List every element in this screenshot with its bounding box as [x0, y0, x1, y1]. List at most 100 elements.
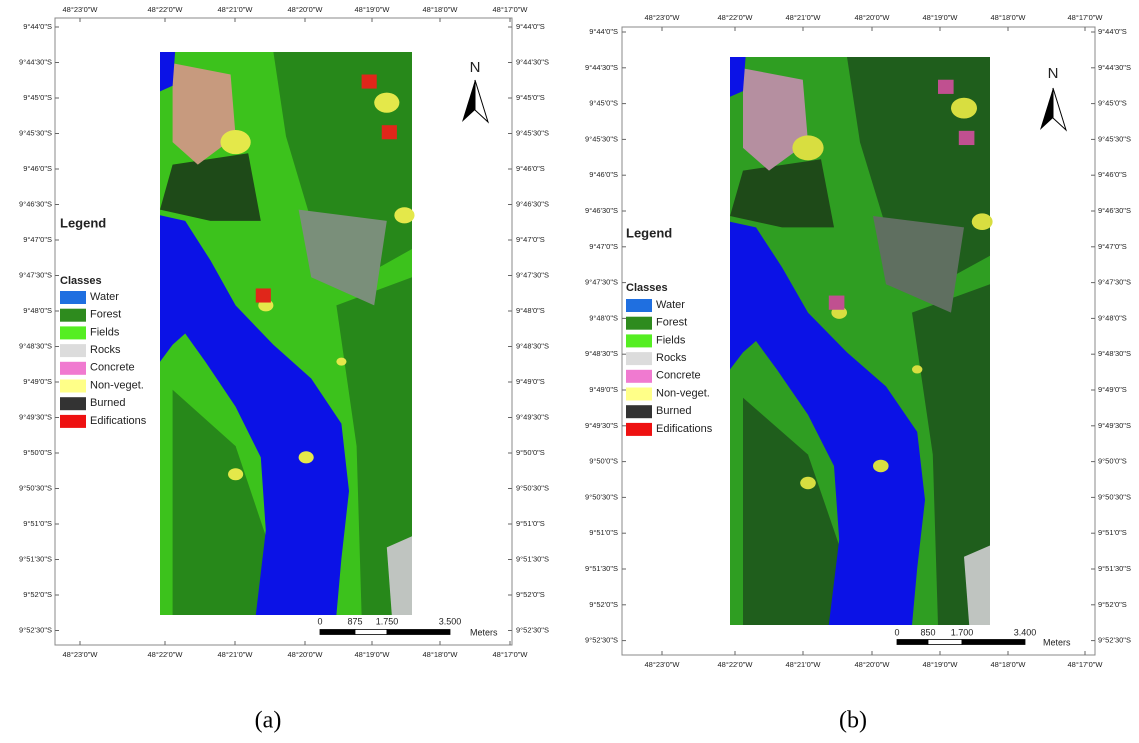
latitude-label: 9°44'30"S: [19, 57, 52, 66]
latitude-label: 9°45'30"S: [585, 134, 618, 143]
bare-soil: [873, 459, 889, 473]
latitude-label: 9°47'30"S: [19, 270, 52, 279]
legend-swatch: [60, 379, 86, 393]
latitude-label: 9°50'0"S: [23, 448, 52, 457]
latitude-label: 9°46'0"S: [589, 170, 618, 179]
latitude-label: 9°50'0"S: [516, 448, 545, 457]
latitude-label: 9°47'0"S: [589, 242, 618, 251]
longitude-label: 48°19'0"W: [354, 650, 390, 659]
map-panel: 48°23'0"W 48°23'0"W 48°22'0"W 48°22'0"W 48°2…: [585, 13, 1131, 734]
lake: [160, 215, 349, 616]
built-area: [938, 79, 954, 94]
latitude-label: 9°52'30"S: [19, 625, 52, 634]
forest-patch: [160, 153, 261, 221]
latitude-label: 9°52'30"S: [1098, 636, 1131, 645]
latitude-label: 9°46'0"S: [1098, 170, 1127, 179]
latitude-label: 9°51'0"S: [589, 528, 618, 537]
built-area: [381, 125, 397, 140]
legend-swatch: [626, 334, 652, 348]
longitude-label: 48°22'0"W: [147, 5, 183, 14]
bare-soil: [228, 468, 244, 481]
bare-soil: [792, 135, 824, 161]
longitude-label: 48°21'0"W: [217, 5, 253, 14]
scale-label: 1.750: [376, 616, 399, 626]
latitude-label: 9°47'30"S: [1098, 278, 1131, 287]
legend-title: Legend: [60, 215, 106, 230]
legend-swatch: [626, 316, 652, 330]
map-panel: 48°23'0"W 48°23'0"W 48°22'0"W 48°22'0"W 48°2…: [19, 5, 549, 734]
latitude-label: 9°45'0"S: [589, 99, 618, 108]
legend-label: Edifications: [90, 415, 147, 427]
latitude-label: 9°48'30"S: [585, 349, 618, 358]
latitude-label: 9°45'0"S: [1098, 99, 1127, 108]
forest-patch: [172, 389, 274, 615]
north-label: N: [1048, 65, 1059, 82]
latitude-label: 9°45'30"S: [19, 128, 52, 137]
north-arrow: [1040, 88, 1053, 130]
built-area: [361, 74, 377, 89]
legend-label: Water: [90, 291, 119, 303]
latitude-label: 9°50'30"S: [1098, 492, 1131, 501]
longitude-label: 48°22'0"W: [147, 650, 183, 659]
legend-label: Rocks: [656, 352, 687, 364]
scale-label: 1.700: [951, 627, 974, 637]
lake: [730, 221, 925, 625]
longitude-label: 48°23'0"W: [644, 13, 680, 22]
scale-segment: [896, 639, 929, 645]
longitude-label: 48°20'0"W: [854, 660, 890, 669]
legend-label: Burned: [656, 405, 691, 417]
north-label: N: [470, 59, 481, 76]
longitude-label: 48°18'0"W: [990, 660, 1026, 669]
latitude-label: 9°44'0"S: [589, 27, 618, 36]
legend-swatch: [626, 405, 652, 419]
built-area: [828, 295, 845, 310]
river: [730, 57, 746, 97]
longitude-label: 48°17'0"W: [492, 5, 528, 14]
longitude-label: 48°21'0"W: [785, 660, 821, 669]
latitude-label: 9°48'30"S: [1098, 349, 1131, 358]
legend-swatch: [60, 361, 86, 375]
scale-segment: [386, 629, 451, 635]
legend-label: Rocks: [90, 344, 121, 356]
bare-soil: [336, 357, 347, 366]
north-arrow: [1052, 87, 1068, 132]
latitude-label: 9°50'0"S: [589, 457, 618, 466]
longitude-label: 48°20'0"W: [287, 650, 323, 659]
latitude-label: 9°50'30"S: [516, 483, 549, 492]
latitude-label: 9°44'30"S: [585, 63, 618, 72]
scale-label: 3.400: [1014, 627, 1037, 637]
latitude-label: 9°49'30"S: [1098, 421, 1131, 430]
longitude-label: 48°20'0"W: [854, 13, 890, 22]
longitude-label: 48°21'0"W: [217, 650, 253, 659]
bare-soil: [220, 129, 251, 155]
latitude-label: 9°51'0"S: [516, 519, 545, 528]
legend-swatch: [60, 414, 86, 428]
latitude-label: 9°50'30"S: [585, 492, 618, 501]
map-frame: [621, 26, 1096, 656]
longitude-label: 48°23'0"W: [644, 660, 680, 669]
bare-soil: [912, 365, 923, 374]
built-area: [255, 288, 271, 303]
latitude-label: 9°45'30"S: [516, 128, 549, 137]
latitude-label: 9°47'30"S: [516, 270, 549, 279]
longitude-label: 48°20'0"W: [287, 5, 323, 14]
latitude-label: 9°49'0"S: [516, 377, 545, 386]
latitude-label: 9°49'30"S: [585, 421, 618, 430]
latitude-label: 9°46'30"S: [585, 206, 618, 215]
latitude-label: 9°52'30"S: [585, 636, 618, 645]
latitude-label: 9°51'0"S: [1098, 528, 1127, 537]
legend-label: Water: [656, 299, 685, 311]
legend-swatch: [60, 397, 86, 411]
scale-segment: [961, 639, 1026, 645]
legend-label: Fields: [90, 326, 120, 338]
north-arrow: [474, 79, 490, 124]
scale-unit: Meters: [470, 627, 498, 637]
latitude-label: 9°50'0"S: [1098, 457, 1127, 466]
legend-label: Fields: [656, 334, 686, 346]
legend-title: Legend: [626, 225, 672, 240]
scale-label: 850: [920, 627, 935, 637]
legend-swatch: [60, 344, 86, 358]
latitude-label: 9°48'30"S: [516, 341, 549, 350]
latitude-label: 9°47'30"S: [585, 278, 618, 287]
